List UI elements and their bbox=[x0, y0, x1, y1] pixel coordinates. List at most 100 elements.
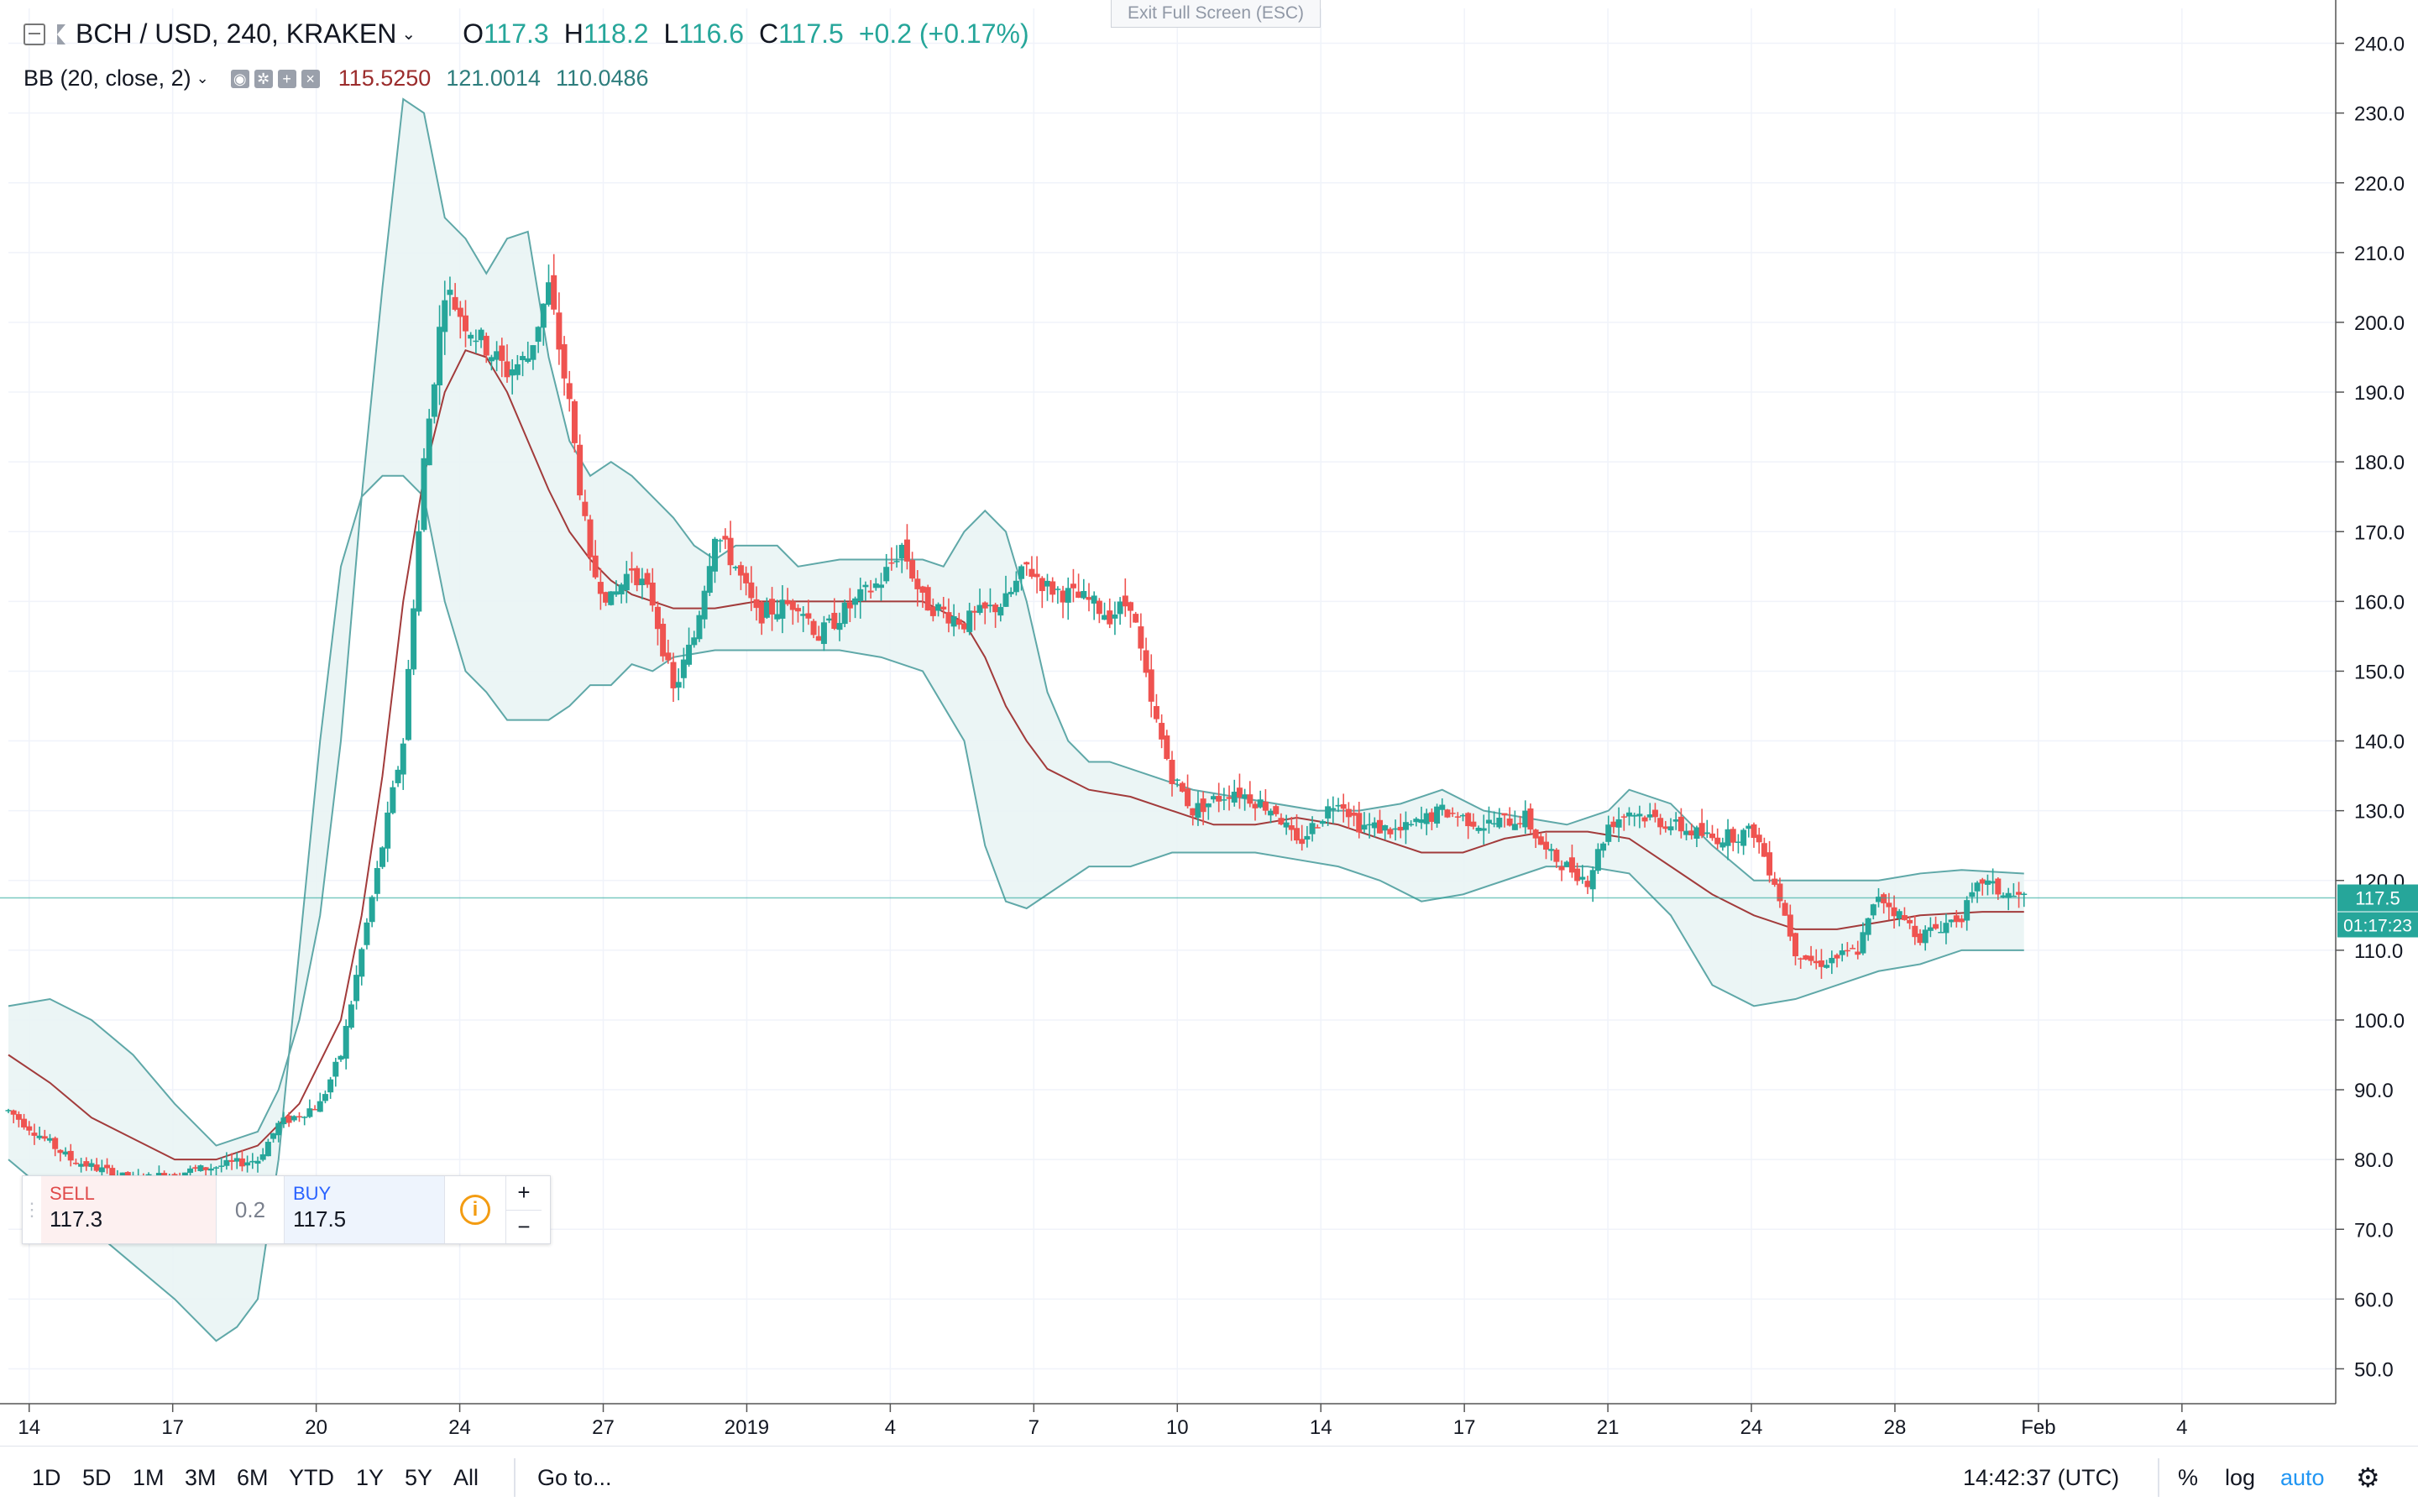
chevron-down-icon[interactable]: ⌄ bbox=[196, 70, 209, 86]
range-button-1d[interactable]: 1D bbox=[32, 1465, 61, 1490]
sell-label: SELL bbox=[50, 1183, 95, 1204]
exit-fullscreen-button[interactable]: Exit Full Screen (ESC) bbox=[1111, 0, 1321, 28]
candle-body bbox=[1584, 881, 1591, 887]
candle-body bbox=[197, 1165, 204, 1171]
quantity-decrease-button[interactable]: − bbox=[517, 1213, 531, 1239]
close-icon[interactable]: × bbox=[301, 69, 320, 88]
candle-body bbox=[914, 578, 921, 589]
candle-body bbox=[1008, 591, 1014, 594]
candle-body bbox=[784, 599, 791, 604]
plus-icon[interactable]: + bbox=[277, 69, 296, 88]
buy-button[interactable]: BUY 117.5 bbox=[285, 1176, 444, 1243]
candle-body bbox=[981, 602, 988, 609]
candle-body bbox=[369, 897, 375, 923]
candle-body bbox=[322, 1094, 328, 1101]
candle-body bbox=[228, 1159, 235, 1162]
candle-body bbox=[1023, 562, 1030, 565]
gear-icon[interactable]: ⚙ bbox=[2356, 1462, 2380, 1493]
candle-body bbox=[820, 622, 827, 645]
candle-body bbox=[966, 610, 973, 632]
range-button-5d[interactable]: 5D bbox=[82, 1465, 112, 1490]
candle-body bbox=[52, 1138, 59, 1149]
candle-body bbox=[1288, 825, 1295, 830]
symbol-title[interactable]: BCH / USD, 240, KRAKEN bbox=[76, 18, 397, 49]
candle-body bbox=[504, 361, 510, 378]
indicator-title[interactable]: BB (20, close, 2) bbox=[24, 65, 191, 91]
eye-icon[interactable]: ◉ bbox=[230, 69, 249, 88]
collapse-legend-icon[interactable] bbox=[24, 23, 45, 45]
range-button-all[interactable]: All bbox=[453, 1465, 479, 1490]
candle-body bbox=[327, 1079, 334, 1093]
range-button-1m[interactable]: 1M bbox=[133, 1465, 165, 1490]
x-tick-label: 20 bbox=[305, 1416, 327, 1439]
candle-body bbox=[285, 1115, 292, 1123]
flag-icon[interactable] bbox=[57, 24, 65, 44]
candle-body bbox=[846, 602, 853, 609]
candle-body bbox=[1620, 816, 1627, 818]
candle-body bbox=[1185, 788, 1191, 807]
candle-body bbox=[717, 540, 724, 541]
info-icon: i bbox=[460, 1195, 490, 1225]
candle-body bbox=[1299, 839, 1306, 845]
range-button-1y[interactable]: 1Y bbox=[356, 1465, 385, 1490]
low-label: L bbox=[663, 18, 679, 49]
percent-toggle[interactable]: % bbox=[2178, 1465, 2199, 1490]
candle-body bbox=[649, 582, 656, 606]
gear-icon[interactable]: ✲ bbox=[254, 69, 273, 88]
x-tick-label: 2019 bbox=[725, 1416, 769, 1439]
drag-handle[interactable]: ⋮ bbox=[23, 1199, 41, 1220]
countdown-tag bbox=[2337, 912, 2418, 938]
candle-body bbox=[431, 384, 437, 417]
candle-body bbox=[1117, 601, 1123, 615]
range-button-5y[interactable]: 5Y bbox=[405, 1465, 433, 1490]
candle-body bbox=[1133, 614, 1139, 623]
candle-body bbox=[374, 867, 380, 894]
candle-body bbox=[1959, 918, 1965, 923]
candle-body bbox=[1013, 580, 1019, 593]
candle-body bbox=[10, 1110, 17, 1115]
toolbar-divider bbox=[514, 1458, 516, 1497]
goto-button[interactable]: Go to... bbox=[537, 1465, 612, 1490]
candle-body bbox=[1221, 799, 1227, 801]
candle-body bbox=[494, 351, 500, 360]
log-toggle[interactable]: log bbox=[2225, 1465, 2256, 1490]
candle-body bbox=[1568, 857, 1575, 873]
range-button-3m[interactable]: 3M bbox=[185, 1465, 217, 1490]
auto-toggle[interactable]: auto bbox=[2280, 1465, 2325, 1490]
candle-body bbox=[181, 1172, 188, 1177]
candle-body bbox=[691, 637, 698, 646]
candle-body bbox=[207, 1168, 214, 1171]
candle-body bbox=[1397, 826, 1404, 831]
buy-label: BUY bbox=[293, 1183, 332, 1204]
candle-body bbox=[1485, 819, 1492, 824]
candle-body bbox=[1231, 792, 1238, 803]
candle-body bbox=[1242, 794, 1248, 798]
candle-body bbox=[898, 544, 905, 559]
sell-button[interactable]: SELL 117.3 bbox=[41, 1176, 216, 1243]
x-tick-label: 14 bbox=[1310, 1416, 1332, 1439]
chevron-down-icon[interactable]: ⌄ bbox=[401, 25, 416, 44]
range-button-6m[interactable]: 6M bbox=[237, 1465, 269, 1490]
candle-body bbox=[109, 1168, 116, 1179]
y-tick-label: 200.0 bbox=[2354, 312, 2405, 335]
quantity-increase-button[interactable]: + bbox=[506, 1176, 542, 1211]
range-button-ytd[interactable]: YTD bbox=[289, 1465, 334, 1490]
candle-body bbox=[233, 1158, 240, 1162]
info-button[interactable]: i bbox=[444, 1176, 505, 1243]
candle-body bbox=[1672, 819, 1679, 822]
candle-body bbox=[1735, 841, 1741, 843]
candle-body bbox=[1107, 610, 1113, 625]
quantity-stepper: + − bbox=[505, 1176, 542, 1243]
candle-body bbox=[1325, 806, 1332, 819]
candle-body bbox=[1730, 829, 1736, 843]
candle-body bbox=[1537, 836, 1544, 845]
candle-body bbox=[706, 566, 713, 594]
utc-clock[interactable]: 14:42:37 (UTC) bbox=[1963, 1465, 2120, 1490]
candle-body bbox=[1096, 600, 1102, 615]
candle-body bbox=[1102, 615, 1108, 620]
candle-body bbox=[1651, 809, 1658, 818]
candle-body bbox=[1803, 955, 1809, 960]
candle-body bbox=[763, 602, 770, 618]
candle-body bbox=[1382, 824, 1389, 831]
